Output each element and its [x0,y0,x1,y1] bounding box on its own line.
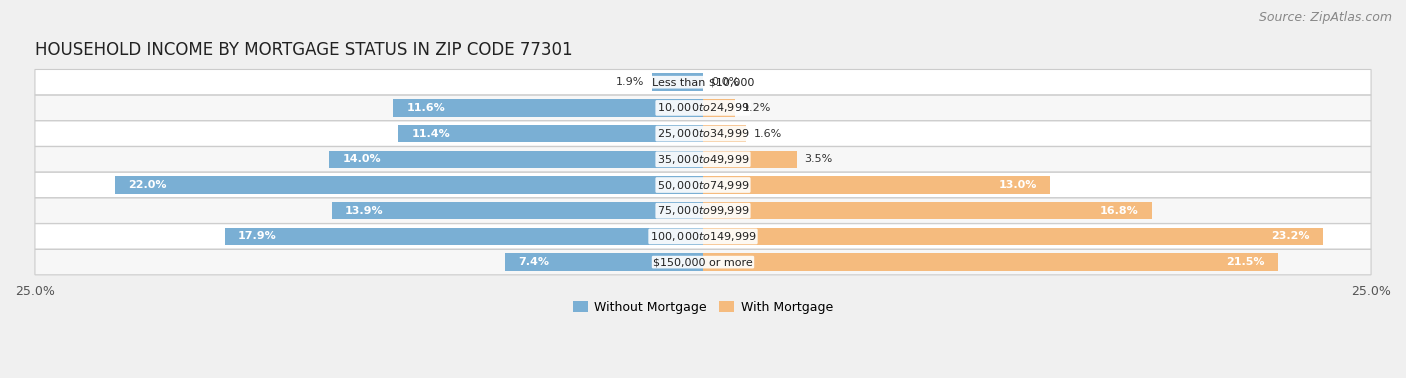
FancyBboxPatch shape [35,224,1371,249]
FancyBboxPatch shape [35,172,1371,198]
Bar [703,228,1323,245]
Text: $150,000 or more: $150,000 or more [654,257,752,267]
Bar [652,73,703,91]
Text: Source: ZipAtlas.com: Source: ZipAtlas.com [1258,11,1392,24]
Text: 22.0%: 22.0% [128,180,167,190]
Text: $25,000 to $34,999: $25,000 to $34,999 [657,127,749,140]
FancyBboxPatch shape [35,198,1371,223]
Text: 21.5%: 21.5% [1226,257,1264,267]
Bar [703,150,797,168]
FancyBboxPatch shape [35,121,1371,146]
Bar [703,202,1152,220]
Bar [703,253,1278,271]
Text: $10,000 to $24,999: $10,000 to $24,999 [657,101,749,115]
Text: Less than $10,000: Less than $10,000 [652,77,754,87]
Bar [703,99,735,117]
Text: $75,000 to $99,999: $75,000 to $99,999 [657,204,749,217]
Text: 0.0%: 0.0% [711,77,740,87]
Text: 13.9%: 13.9% [344,206,384,216]
Text: 11.6%: 11.6% [406,103,446,113]
Text: $50,000 to $74,999: $50,000 to $74,999 [657,178,749,192]
Text: 1.9%: 1.9% [616,77,644,87]
Text: 17.9%: 17.9% [238,231,277,242]
Bar [505,253,703,271]
Text: 11.4%: 11.4% [412,129,450,139]
Text: 13.0%: 13.0% [998,180,1038,190]
Text: 14.0%: 14.0% [342,154,381,164]
Text: $35,000 to $49,999: $35,000 to $49,999 [657,153,749,166]
Text: $100,000 to $149,999: $100,000 to $149,999 [650,230,756,243]
Bar [703,176,1050,194]
Text: 3.5%: 3.5% [804,154,832,164]
Bar [332,202,703,220]
FancyBboxPatch shape [35,147,1371,172]
Bar [115,176,703,194]
FancyBboxPatch shape [35,249,1371,275]
Bar [225,228,703,245]
Text: HOUSEHOLD INCOME BY MORTGAGE STATUS IN ZIP CODE 77301: HOUSEHOLD INCOME BY MORTGAGE STATUS IN Z… [35,42,572,59]
Text: 23.2%: 23.2% [1271,231,1309,242]
Bar [329,150,703,168]
Text: 16.8%: 16.8% [1099,206,1139,216]
Text: 7.4%: 7.4% [519,257,550,267]
Legend: Without Mortgage, With Mortgage: Without Mortgage, With Mortgage [574,301,832,314]
Bar [703,125,745,143]
Text: 1.6%: 1.6% [754,129,782,139]
Bar [394,99,703,117]
FancyBboxPatch shape [35,95,1371,121]
Bar [398,125,703,143]
Text: 1.2%: 1.2% [744,103,772,113]
FancyBboxPatch shape [35,70,1371,95]
